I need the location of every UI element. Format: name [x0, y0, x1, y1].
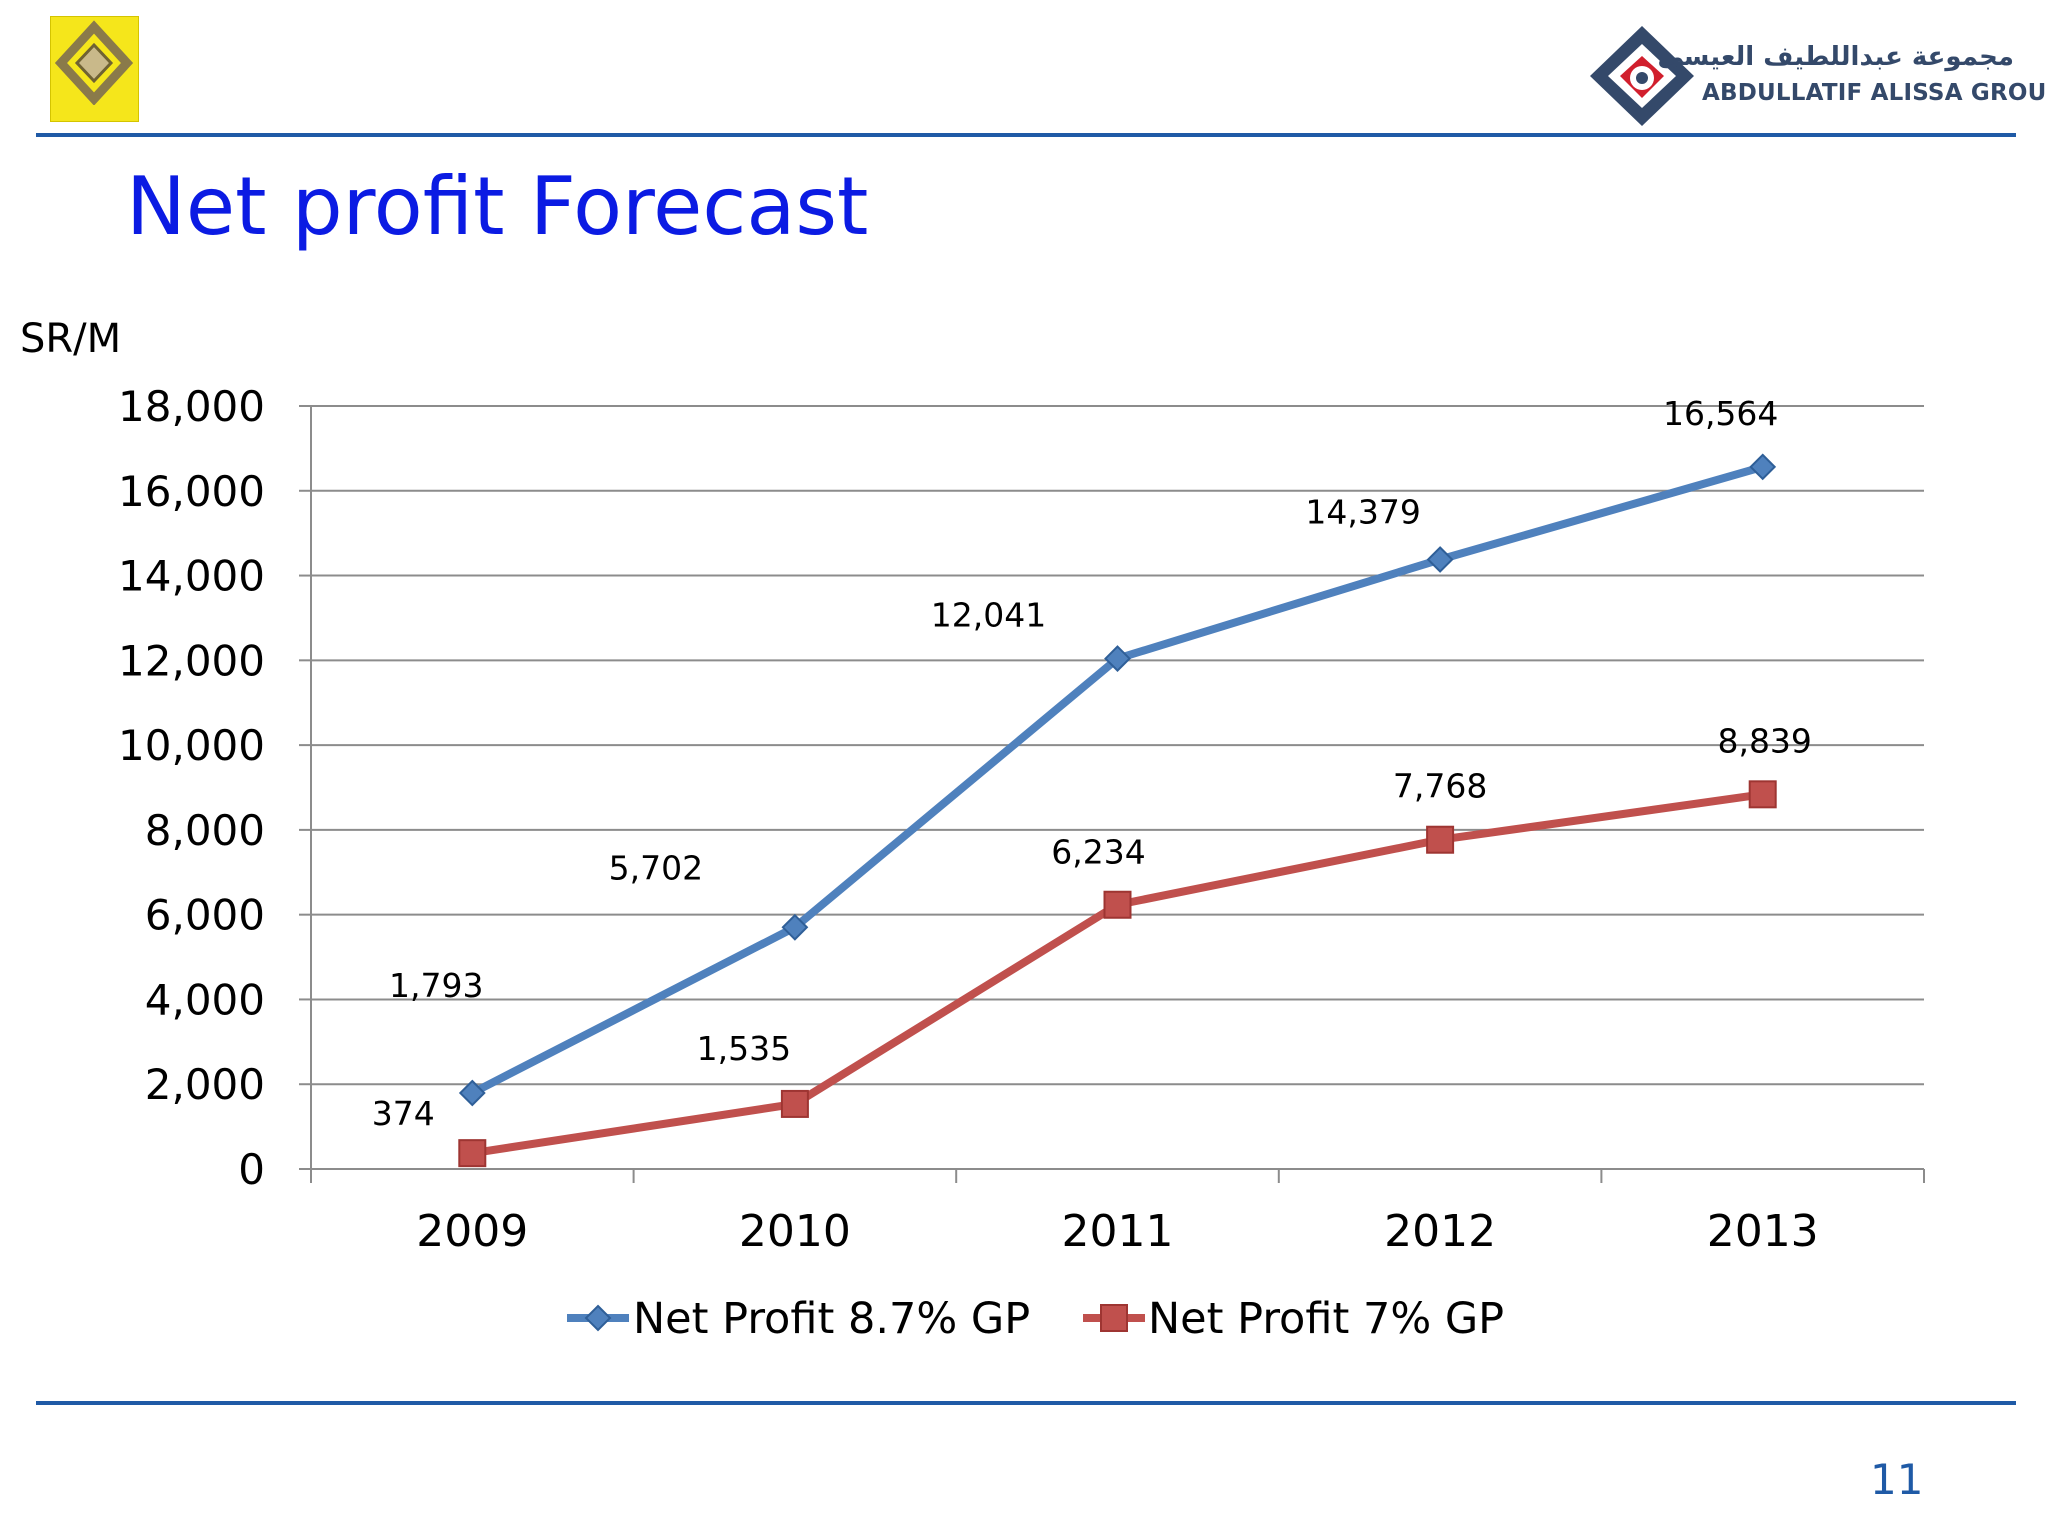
legend-label: Net Profit 7% GP	[1148, 1294, 1504, 1344]
y-tick-label: 12,000	[118, 636, 265, 685]
data-label: 7,768	[1393, 767, 1487, 806]
page-number: 11	[1870, 1455, 1924, 1504]
x-tick-label: 2011	[1062, 1206, 1174, 1257]
axes: 0 2,000 4,000 6,000 8,000 10,000 12,000 14,000 1…	[118, 382, 1925, 1257]
x-tick-label: 2012	[1384, 1206, 1496, 1257]
x-tick-label: 2010	[739, 1206, 851, 1257]
data-label: 12,041	[931, 596, 1046, 635]
data-label: 6,234	[1051, 833, 1145, 872]
y-tick-label: 10,000	[118, 721, 265, 770]
net-profit-line-chart: SR/M 0 2,000 4,000 6,000 8,000 10,000 12,000 14…	[20, 316, 1925, 1344]
square-marker	[780, 1089, 809, 1118]
diamond-marker	[458, 1079, 486, 1107]
data-label: 14,379	[1305, 492, 1420, 531]
diamond-marker	[1104, 645, 1131, 673]
y-tick-label: 0	[238, 1145, 265, 1194]
data-label: 1,793	[389, 966, 483, 1005]
diamond-marker	[1749, 453, 1777, 481]
renault-logo	[50, 16, 139, 122]
legend-diamond-marker	[584, 1304, 612, 1332]
legend: Net Profit 8.7% GP Net Profit 7% GP	[567, 1294, 1504, 1344]
square-marker	[1103, 890, 1132, 919]
x-tick-label: 2009	[416, 1206, 528, 1257]
y-axis-label: SR/M	[20, 316, 121, 362]
footer-divider	[36, 1401, 2016, 1405]
data-label: 8,839	[1717, 721, 1811, 760]
y-tick-label: 2,000	[145, 1060, 265, 1109]
y-tick-label: 6,000	[145, 891, 265, 940]
legend-label: Net Profit 8.7% GP	[633, 1294, 1030, 1344]
gridlines	[311, 405, 1924, 1086]
data-label: 5,702	[609, 848, 703, 887]
series-lines	[458, 453, 1777, 1168]
data-label: 1,535	[697, 1029, 791, 1068]
data-label: 16,564	[1663, 394, 1778, 433]
square-marker	[1426, 825, 1455, 854]
page-title: Net profit Forecast	[126, 160, 869, 253]
abdullatif-alissa-group-logo: مجموعة عبداللطيف العيسى ABDULLATIF ALISS…	[1590, 26, 2048, 136]
y-tick-label: 4,000	[145, 975, 265, 1024]
brand-arabic-name: مجموعة عبداللطيف العيسى	[1657, 42, 2014, 72]
renault-diamond-icon	[54, 20, 134, 117]
legend-square-marker	[1100, 1304, 1128, 1332]
y-tick-label: 8,000	[145, 806, 265, 855]
y-tick-label: 16,000	[118, 467, 265, 516]
alissa-emblem-icon	[1590, 26, 1694, 126]
x-tick-label: 2013	[1707, 1206, 1819, 1257]
square-marker	[458, 1139, 487, 1168]
data-label: 374	[372, 1094, 435, 1133]
y-tick-label: 14,000	[118, 552, 265, 601]
header-divider	[36, 133, 2016, 137]
brand-english-name: ABDULLATIF ALISSA GROUP	[1702, 80, 2048, 106]
y-tick-label: 18,000	[118, 382, 265, 431]
diamond-marker	[1426, 546, 1454, 573]
diamond-marker	[781, 913, 809, 941]
square-marker	[1748, 780, 1777, 809]
data-labels: 1,793 5,702 12,041 14,379 16,564 374 1,535 6,23…	[372, 394, 1812, 1133]
